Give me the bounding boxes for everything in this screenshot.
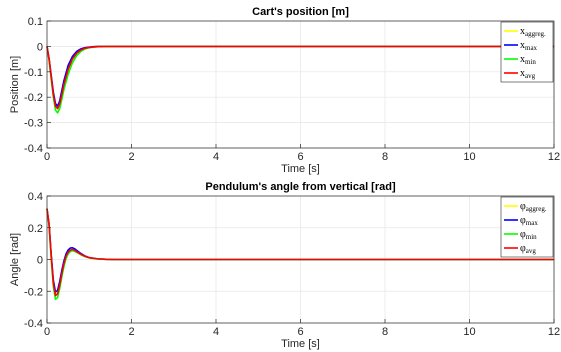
x-tick-label: 2 [128, 326, 134, 338]
cart-position-chart: 0 2 4 6 8 10 12 -0.4 -0.3 -0.2 -0.1 0 0.1 Cart's posi… [9, 6, 560, 175]
x-tick-label: 0 [44, 151, 50, 163]
legend-entry: xmax [520, 40, 538, 52]
y-tick-label: -0.1 [24, 67, 43, 79]
legend-symbol: φ [520, 243, 526, 254]
legend-subscript: max [526, 219, 539, 227]
x-tick-label: 10 [463, 326, 475, 338]
legend-entry: φmax [520, 215, 538, 227]
legend-symbol: φ [520, 215, 526, 226]
x-tick-label: 10 [463, 151, 475, 163]
y-tick-label: 0 [37, 41, 43, 53]
y-tick-label: -0.4 [24, 318, 43, 330]
y-axis-label: Position [m] [9, 56, 21, 113]
legend-subscript: min [526, 233, 537, 241]
legend-entry: xavg [520, 68, 536, 80]
legend-subscript: avg [526, 247, 537, 255]
y-tick-label: 0.2 [28, 223, 43, 235]
x-axis-label: Time [s] [281, 163, 320, 175]
legend-symbol: φ [520, 201, 526, 212]
legend-symbol: x [520, 26, 525, 37]
legend-subscript: avg [525, 72, 536, 80]
legend-subscript: min [525, 58, 536, 66]
legend-symbol: x [520, 40, 525, 51]
x-tick-label: 6 [297, 326, 303, 338]
y-tick-label: 0 [37, 255, 43, 267]
x-tick-label: 12 [548, 326, 560, 338]
pendulum-angle-chart: 0 2 4 6 8 10 12 -0.4 -0.2 0 0.2 0.4 Pendulum's angle… [9, 181, 560, 350]
x-tick-label: 8 [382, 151, 388, 163]
x-tick-label: 0 [44, 326, 50, 338]
chart-title: Cart's position [m] [252, 6, 349, 18]
legend-box [500, 196, 554, 258]
y-tick-label: -0.2 [24, 286, 43, 298]
x-tick-label: 4 [213, 151, 219, 163]
legend-subscript: aggreg. [526, 205, 547, 213]
legend-subscript: max [525, 44, 538, 52]
y-axis-label: Angle [rad] [9, 233, 21, 286]
legend-symbol: x [520, 54, 525, 65]
y-tick-label: -0.2 [24, 92, 43, 104]
x-tick-label: 8 [382, 326, 388, 338]
legend-subscript: aggreg. [525, 30, 546, 38]
legend-entry: φmin [520, 229, 537, 241]
legend-box [500, 21, 554, 83]
y-tick-label: 0.1 [28, 16, 43, 28]
series-line-avg [46, 208, 554, 297]
chart-title: Pendulum's angle from vertical [rad] [205, 181, 396, 193]
x-tick-label: 2 [128, 151, 134, 163]
x-tick-label: 6 [297, 151, 303, 163]
legend-entry: xaggreg. [520, 26, 546, 38]
legend-entry: φaggreg. [520, 201, 547, 213]
x-tick-label: 12 [548, 151, 560, 163]
legend-entry: xmin [520, 54, 536, 66]
x-axis-label: Time [s] [281, 338, 320, 350]
y-tick-label: -0.3 [24, 118, 43, 130]
legend-symbol: φ [520, 229, 526, 240]
legend-symbol: x [520, 68, 525, 79]
y-tick-label: -0.4 [24, 143, 43, 155]
x-tick-label: 4 [213, 326, 219, 338]
legend-entry: φavg [520, 243, 536, 255]
y-tick-label: 0.4 [28, 191, 43, 203]
series-line-avg [46, 45, 554, 110]
